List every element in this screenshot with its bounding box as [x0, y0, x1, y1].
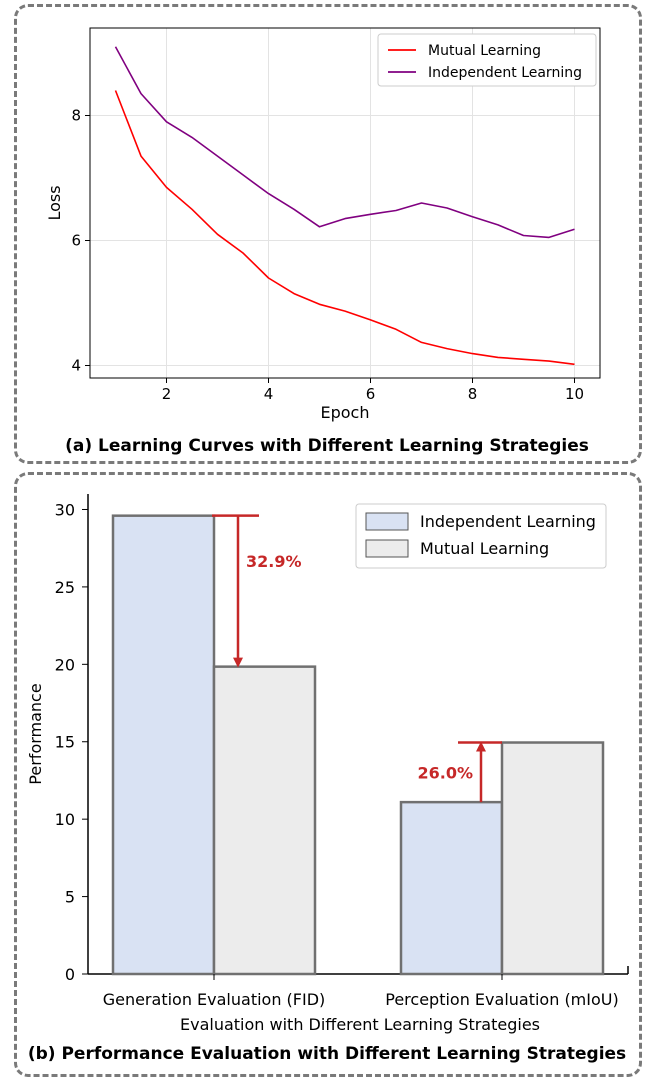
legend-swatch — [365, 512, 409, 531]
x-tick-label: 4 — [264, 385, 274, 403]
y-tick-label: 5 — [65, 888, 75, 907]
legend-label: Mutual Learning — [428, 43, 541, 59]
x-tick-label: 10 — [565, 385, 584, 403]
y-tick-label: 10 — [55, 810, 75, 829]
x-axis-label: Evaluation with Different Learning Strat… — [180, 1015, 540, 1034]
x-tick-label: Generation Evaluation (FID) — [103, 990, 326, 1009]
legend-swatch — [365, 539, 409, 558]
series-line — [114, 46, 575, 239]
legend-label: Independent Learning — [428, 65, 582, 81]
y-tick-label: 0 — [65, 965, 75, 984]
x-tick-label: 2 — [162, 385, 172, 403]
series-line — [114, 90, 575, 366]
y-tick-label: 8 — [71, 107, 81, 125]
y-tick-label: 30 — [55, 500, 75, 519]
bar — [212, 665, 317, 976]
legend-box — [355, 503, 607, 569]
annotation-label: 26.0% — [417, 763, 473, 782]
x-tick-label: 6 — [366, 385, 376, 403]
y-tick-label: 6 — [71, 232, 81, 250]
y-tick-label: 25 — [55, 578, 75, 597]
legend-label: Independent Learning — [420, 512, 596, 531]
y-axis-label: Performance — [26, 683, 45, 784]
legend-label: Mutual Learning — [420, 539, 549, 558]
y-tick-label: 15 — [55, 733, 75, 752]
panel-learning-curves — [14, 4, 642, 464]
caption-b: (b) Performance Evaluation with Differen… — [27, 1044, 627, 1064]
bar — [399, 800, 504, 976]
x-tick-label: Perception Evaluation (mIoU) — [385, 990, 618, 1009]
y-tick-label: 20 — [55, 655, 75, 674]
plot-frame — [89, 27, 601, 379]
annotation-label: 32.9% — [246, 552, 302, 571]
bar — [111, 514, 216, 976]
y-axis-label: Loss — [45, 185, 64, 220]
x-axis-label: Epoch — [321, 403, 370, 422]
x-tick-label: 8 — [468, 385, 478, 403]
panel-performance-evaluation — [14, 472, 642, 1077]
bar — [500, 741, 605, 976]
learning-curves-chart: 2 4 6 8 10 4 6 8 Epoch Loss Mutual Learning Indepen… — [45, 27, 601, 422]
caption-a: (a) Learning Curves with Different Learn… — [65, 436, 589, 456]
legend-box — [377, 33, 597, 87]
y-tick-label: 4 — [71, 357, 81, 375]
